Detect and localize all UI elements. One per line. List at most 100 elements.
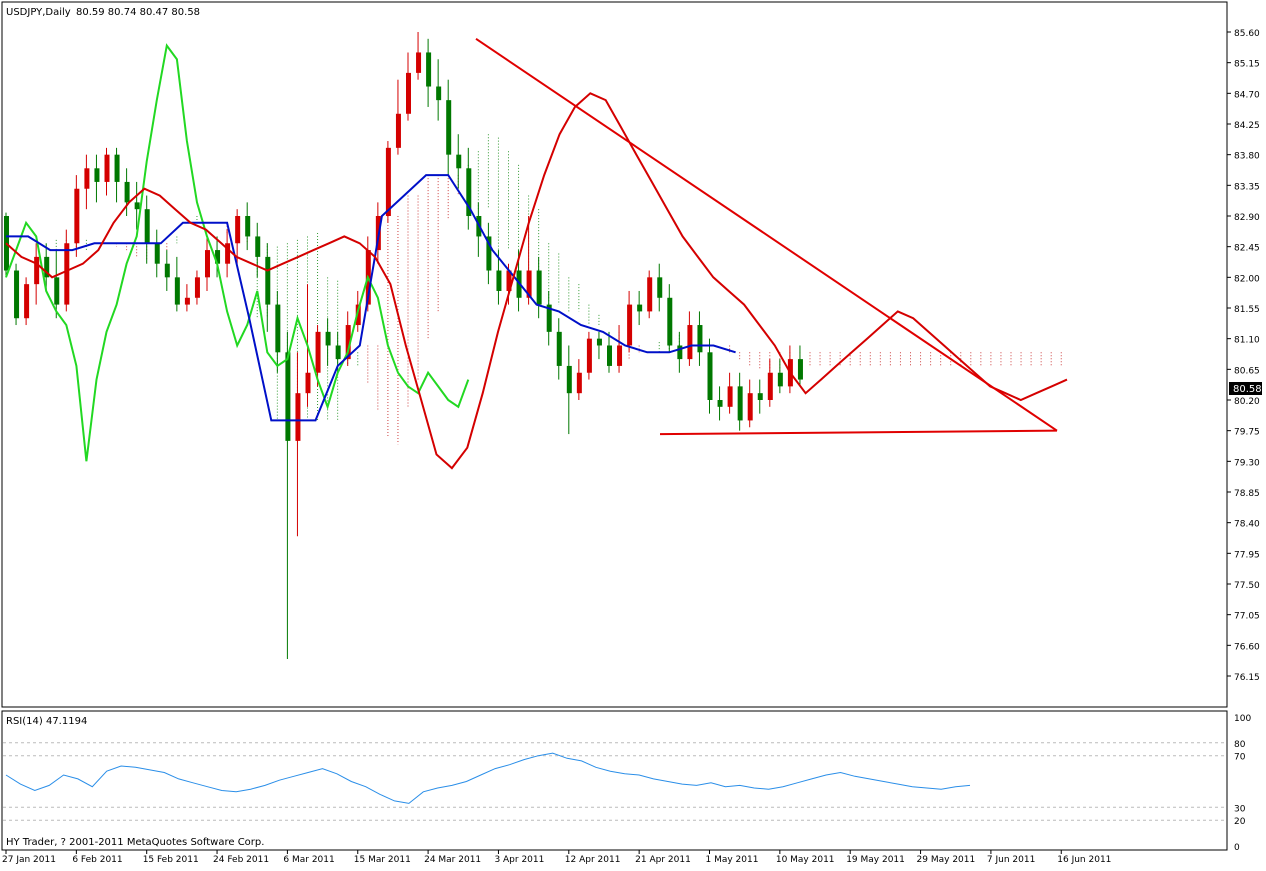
symbol-label: USDJPY,Daily — [6, 7, 71, 18]
price-tick-label: 79.30 — [1234, 458, 1260, 468]
price-tick-label: 77.95 — [1234, 550, 1260, 560]
candle-body — [265, 256, 271, 305]
candle-body — [596, 338, 602, 346]
price-tick-label: 81.55 — [1234, 305, 1260, 315]
rsi-label: RSI(14) 47.1194 — [6, 716, 87, 727]
price-tick-label: 79.75 — [1234, 428, 1260, 438]
candle-body — [697, 325, 703, 353]
support-trendline — [659, 429, 1058, 436]
price-tick-label: 85.60 — [1234, 29, 1260, 39]
date-tick-label: 21 Apr 2011 — [635, 855, 691, 865]
candle-body — [225, 243, 231, 264]
candle-body — [74, 188, 80, 244]
candle-body — [215, 250, 221, 264]
candle-body — [335, 345, 341, 360]
date-tick-label: 3 Apr 2011 — [494, 855, 544, 865]
date-tick-label: 29 May 2011 — [917, 855, 976, 865]
candle-body — [446, 100, 452, 155]
candle-body — [295, 393, 301, 441]
candle-body — [114, 154, 120, 182]
date-axis: 27 Jan 2011 6 Feb 2011 15 Feb 2011 24 Feb 2… — [2, 850, 1111, 865]
price-tick-label: 84.70 — [1234, 90, 1260, 100]
kijun-sen-line — [6, 174, 736, 422]
candle-body — [677, 345, 683, 360]
candle-body — [556, 331, 562, 366]
candle-body — [154, 243, 160, 264]
copyright-text: HY Trader, ? 2001-2011 MetaQuotes Softwa… — [6, 837, 264, 848]
candle-body — [164, 263, 170, 278]
price-tick-label: 76.60 — [1234, 642, 1260, 652]
price-tick-label: 84.25 — [1234, 121, 1260, 131]
date-tick-label: 10 May 2011 — [776, 855, 835, 865]
rsi-tick-label: 80 — [1234, 740, 1246, 750]
price-tick-label: 77.05 — [1234, 612, 1260, 622]
date-tick-label: 6 Mar 2011 — [283, 855, 334, 865]
candle-body — [184, 297, 190, 305]
candle-body — [486, 236, 492, 271]
date-tick-label: 16 Jun 2011 — [1057, 855, 1111, 865]
resistance-trendline — [475, 37, 1058, 432]
candle-body — [124, 181, 130, 203]
candle-body — [345, 325, 351, 360]
rsi-tick-label: 100 — [1234, 714, 1251, 724]
candle-body — [395, 113, 401, 148]
candle-body — [586, 338, 592, 373]
candle-body — [44, 256, 50, 278]
candle-body — [797, 359, 803, 380]
candle-body — [64, 243, 70, 305]
candle-body — [426, 52, 432, 87]
candle-body — [526, 270, 532, 298]
candle-body — [707, 352, 713, 400]
candle-body — [747, 393, 753, 421]
current-price-text: 80.58 — [1233, 384, 1262, 395]
candle-body — [717, 400, 723, 407]
candle-body — [285, 352, 291, 441]
candle-body — [34, 256, 40, 285]
price-tick-label: 82.90 — [1234, 213, 1260, 223]
price-tick-label: 82.45 — [1234, 244, 1260, 254]
candle-body — [54, 277, 60, 305]
price-plot — [4, 32, 1068, 659]
candle-body — [767, 372, 773, 400]
candle-body — [466, 168, 472, 216]
price-tick-label: 76.15 — [1234, 673, 1260, 683]
rsi-tick-label: 30 — [1234, 804, 1246, 814]
candle-body — [506, 270, 512, 291]
candle-body — [637, 304, 643, 312]
candle-body — [94, 168, 100, 182]
candle-body — [144, 209, 150, 244]
rsi-tick-label: 20 — [1234, 817, 1246, 827]
candle-body — [255, 236, 261, 257]
candle-body — [385, 147, 391, 216]
candle-body — [566, 365, 572, 394]
date-tick-label: 7 Jun 2011 — [987, 855, 1035, 865]
candle-body — [727, 386, 733, 407]
candle-body — [315, 331, 321, 373]
chikou-span-line — [5, 43, 470, 462]
candle-body — [355, 304, 361, 326]
date-tick-label: 15 Feb 2011 — [143, 855, 199, 865]
price-tick-label: 85.15 — [1234, 60, 1260, 70]
candle-body — [84, 168, 90, 189]
candle-body — [757, 393, 763, 400]
candle-body — [24, 284, 30, 319]
candle-body — [576, 372, 582, 394]
candle-body — [104, 154, 110, 182]
candle-body — [657, 277, 663, 298]
candle-body — [134, 202, 140, 210]
date-tick-label: 27 Jan 2011 — [2, 855, 56, 865]
price-tick-label: 81.10 — [1234, 336, 1260, 346]
candle-body — [456, 154, 462, 169]
candle-body — [305, 372, 311, 394]
candle-body — [194, 277, 200, 298]
candle-body — [667, 297, 673, 346]
rsi-panel-frame — [1, 710, 1228, 851]
ohlc-label: 80.59 80.74 80.47 80.58 — [76, 7, 200, 18]
candle-body — [275, 304, 281, 353]
date-tick-label: 19 May 2011 — [846, 855, 905, 865]
candle-body — [235, 216, 241, 244]
rsi-tick-label: 0 — [1234, 843, 1240, 853]
price-tick-label: 78.85 — [1234, 489, 1260, 499]
current-price-badge — [1229, 382, 1262, 395]
